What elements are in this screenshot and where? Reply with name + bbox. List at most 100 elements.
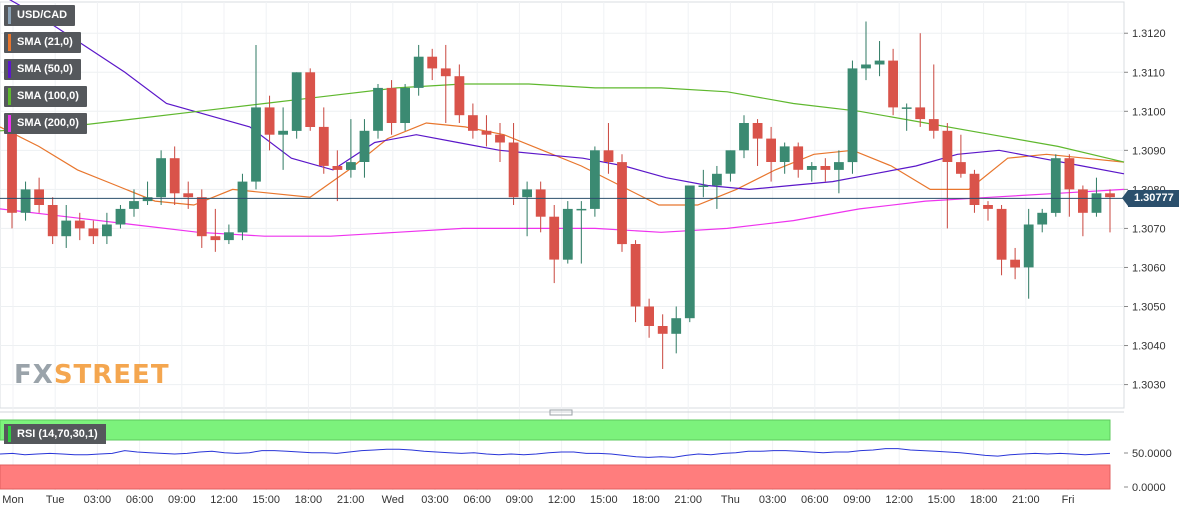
candle-body bbox=[413, 56, 424, 88]
candle-body bbox=[61, 220, 72, 237]
rsi-label-text: RSI (14,70,30,1) bbox=[17, 428, 98, 440]
candle-body bbox=[224, 232, 234, 241]
x-tick-label: Wed bbox=[382, 494, 404, 506]
symbol-swatch bbox=[8, 7, 11, 24]
candle-body bbox=[102, 224, 112, 237]
x-tick-label: 15:00 bbox=[928, 494, 956, 506]
candle-body bbox=[983, 205, 993, 209]
candle-body bbox=[576, 208, 587, 211]
x-tick-label: 18:00 bbox=[632, 494, 660, 506]
sma-50-swatch bbox=[8, 61, 11, 78]
sma-21-text: SMA (21,0) bbox=[17, 36, 73, 48]
y-tick-label: 1.3090 bbox=[1132, 145, 1166, 157]
last-price-tag: 1.30777 bbox=[1122, 190, 1179, 207]
x-tick-label: 18:00 bbox=[295, 494, 323, 506]
rsi-oversold-zone bbox=[0, 464, 1111, 490]
candle-body bbox=[698, 185, 709, 187]
y-tick-label: 1.3060 bbox=[1132, 262, 1166, 274]
candle-body bbox=[535, 189, 546, 217]
candle-body bbox=[20, 189, 31, 213]
rsi-label[interactable]: RSI (14,70,30,1) bbox=[4, 424, 106, 444]
y-tick-label: 1.3110 bbox=[1132, 67, 1165, 79]
candle-body bbox=[7, 130, 17, 213]
rsi-overbought-zone bbox=[0, 419, 1111, 441]
symbol-text: USD/CAD bbox=[17, 9, 68, 21]
sma-100-label[interactable]: SMA (100,0) bbox=[4, 86, 87, 107]
sma-line-1 bbox=[9, 0, 1125, 191]
candle-body bbox=[468, 115, 478, 131]
candle-body bbox=[251, 107, 261, 182]
x-tick-label: 12:00 bbox=[885, 494, 913, 506]
candle-body bbox=[508, 142, 519, 198]
rsi-swatch bbox=[8, 426, 11, 442]
x-tick-label: 09:00 bbox=[843, 494, 871, 506]
candle-body bbox=[562, 208, 573, 260]
candle-body bbox=[264, 107, 275, 135]
candle-body bbox=[291, 72, 302, 131]
sma-100-swatch bbox=[8, 88, 11, 105]
candle-body bbox=[481, 130, 492, 135]
y-tick-label: 1.3070 bbox=[1132, 223, 1166, 235]
candle-body bbox=[142, 197, 153, 202]
candle-body bbox=[671, 318, 682, 334]
candle-body bbox=[318, 126, 329, 166]
candles bbox=[7, 21, 1115, 369]
candle-body bbox=[901, 107, 912, 109]
candle-body bbox=[495, 134, 505, 143]
candle-body bbox=[806, 166, 817, 170]
rsi-line bbox=[0, 448, 1111, 458]
candle-body bbox=[196, 197, 207, 237]
candle-body bbox=[847, 68, 858, 163]
candle-body bbox=[549, 216, 560, 260]
x-tick-label: 21:00 bbox=[1012, 494, 1040, 506]
sma-21-label[interactable]: SMA (21,0) bbox=[4, 32, 81, 53]
y-tick-label: 1.3050 bbox=[1132, 302, 1166, 314]
sma-line-0 bbox=[0, 122, 1125, 206]
candle-body bbox=[1023, 224, 1034, 268]
candle-body bbox=[644, 306, 654, 326]
candle-body bbox=[34, 189, 44, 205]
x-tick-label: Tue bbox=[46, 494, 65, 506]
candle-body bbox=[47, 205, 58, 237]
candle-body bbox=[386, 87, 397, 123]
candle-body bbox=[712, 173, 722, 186]
candle-body bbox=[752, 123, 763, 139]
y-tick-label: 1.3030 bbox=[1132, 380, 1166, 392]
candle-body bbox=[427, 56, 438, 69]
last-price-text: 1.30777 bbox=[1134, 192, 1174, 204]
logo-part-fx: FX bbox=[14, 360, 54, 390]
rsi-panel: 50.0000 0.0000 bbox=[0, 419, 1172, 494]
candle-body bbox=[956, 162, 966, 174]
candle-body bbox=[617, 162, 627, 245]
x-tick-label: 03:00 bbox=[421, 494, 449, 506]
sma-200-label[interactable]: SMA (200,0) bbox=[4, 113, 87, 134]
x-tick-label: 06:00 bbox=[463, 494, 491, 506]
rsi-tick-label: 0.0000 bbox=[1132, 482, 1166, 494]
candle-body bbox=[942, 130, 953, 162]
x-tick-label: 12:00 bbox=[210, 494, 238, 506]
axes: 1.30301.30401.30501.30601.30701.30801.30… bbox=[0, 28, 1166, 506]
candle-body bbox=[684, 185, 695, 319]
logo-part-street: STREET bbox=[53, 360, 170, 390]
candle-body bbox=[1037, 212, 1048, 225]
candle-body bbox=[874, 60, 885, 65]
candle-body bbox=[1050, 158, 1061, 213]
x-tick-label: 09:00 bbox=[168, 494, 196, 506]
candle-body bbox=[115, 208, 126, 225]
candle-body bbox=[861, 64, 871, 69]
x-tick-label: 09:00 bbox=[506, 494, 534, 506]
candle-body bbox=[237, 181, 248, 233]
candle-body bbox=[305, 72, 316, 127]
candle-body bbox=[88, 228, 99, 237]
candle-body bbox=[400, 87, 410, 123]
sma-200-swatch bbox=[8, 115, 11, 132]
candle-body bbox=[657, 326, 668, 334]
sma-50-label[interactable]: SMA (50,0) bbox=[4, 59, 81, 80]
panel-resize-handle bbox=[549, 409, 573, 416]
rsi-tick-label: 50.0000 bbox=[1132, 448, 1172, 460]
candle-body bbox=[1078, 189, 1088, 213]
y-tick-label: 1.3120 bbox=[1132, 28, 1166, 40]
candle-body bbox=[969, 173, 980, 205]
symbol-label[interactable]: USD/CAD bbox=[4, 5, 76, 26]
